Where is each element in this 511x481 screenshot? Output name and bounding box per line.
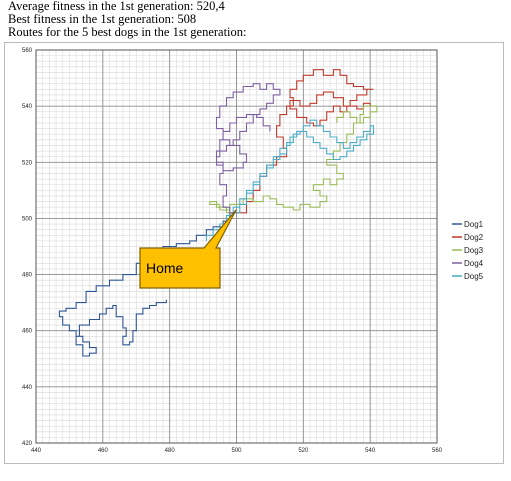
y-tick-label: 460 xyxy=(22,329,33,335)
y-tick-label: 440 xyxy=(22,385,33,391)
series-layer xyxy=(58,69,378,357)
y-tick-label: 540 xyxy=(22,104,33,110)
header: Average fitness in the 1st generation: 5… xyxy=(8,0,508,39)
legend-label-dog3: Dog3 xyxy=(464,246,484,255)
route-dog2 xyxy=(236,69,374,214)
legend-label-dog1: Dog1 xyxy=(464,220,484,229)
route-dog3 xyxy=(209,105,378,214)
legend-label-dog2: Dog2 xyxy=(464,233,484,242)
chart-outer-border xyxy=(4,42,504,464)
home-callout-text: Home xyxy=(146,260,184,276)
x-tick-labels: 440 460 480 500 520 540 560 xyxy=(31,448,443,454)
route-dog5 xyxy=(205,119,375,241)
home-callout: Home xyxy=(139,209,237,289)
x-tick-label: 520 xyxy=(298,448,309,454)
y-tick-label: 500 xyxy=(22,216,33,222)
route-chart: 440 460 480 500 520 540 560 420440460480500520… xyxy=(4,42,504,464)
legend-label-dog5: Dog5 xyxy=(464,272,484,281)
legend: Dog1 Dog2 Dog3 Dog4 Dog5 xyxy=(452,220,484,281)
route-dog1 xyxy=(58,212,237,357)
x-tick-label: 500 xyxy=(231,448,242,454)
y-tick-label: 420 xyxy=(22,441,33,447)
home-callout-shape xyxy=(139,209,237,289)
x-tick-label: 460 xyxy=(98,448,109,454)
y-tick-label: 520 xyxy=(22,160,33,166)
route-dog4 xyxy=(215,83,281,214)
x-tick-label: 560 xyxy=(432,448,443,454)
y-tick-labels: 420 440 460 480 500 520 540 560 xyxy=(22,48,33,447)
best-fitness-text: Best fitness in the 1st generation: 508 xyxy=(8,12,197,26)
plot-area-border xyxy=(35,49,438,444)
legend-label-dog4: Dog4 xyxy=(464,259,484,268)
x-tick-label: 540 xyxy=(365,448,376,454)
y-tick-label: 480 xyxy=(22,273,33,279)
average-fitness-text: Average fitness in the 1st generation: 5… xyxy=(8,0,225,13)
x-tick-label: 440 xyxy=(31,448,42,454)
x-tick-label: 480 xyxy=(165,448,176,454)
chart-frame: 440 460 480 500 520 540 560 420 440 460 480 500 520… xyxy=(4,42,504,464)
routes-caption: Routes for the 5 best dogs in the 1st ge… xyxy=(8,25,247,39)
y-tick-label: 560 xyxy=(22,48,33,54)
